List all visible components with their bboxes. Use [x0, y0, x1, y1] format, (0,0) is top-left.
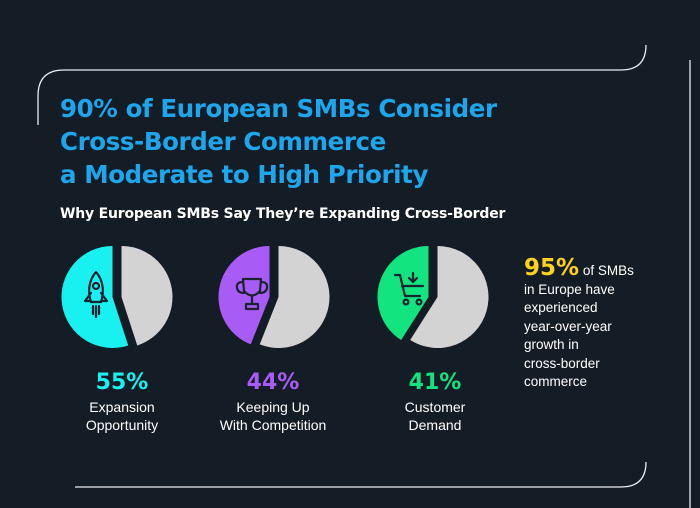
pie-remainder-slice — [121, 246, 173, 346]
percent-text: 41% — [408, 370, 462, 395]
title-line: 90% of European SMBs Consider — [60, 94, 497, 123]
trophy-icon — [235, 277, 269, 311]
caption-line: Demand — [408, 417, 462, 433]
chart-subtitle: Why European SMBs Say They’re Expanding … — [60, 206, 506, 222]
callout-line: commerce — [524, 374, 588, 389]
pie-remainder-slice — [259, 246, 330, 348]
percent-label: 44% — [193, 370, 353, 395]
pie-value-slice — [377, 246, 429, 341]
caption-line: Opportunity — [85, 417, 159, 433]
callout-line: year-over-year — [524, 318, 612, 334]
frame-top-border — [37, 44, 647, 125]
page-title: 90% of European SMBs Consider Cross-Bord… — [60, 92, 497, 191]
pie-value-slice — [218, 246, 270, 345]
callout-stat: 95% of SMBs in Europe have experienced y… — [524, 256, 684, 392]
pie-value-slice — [61, 246, 129, 349]
pie-remainder-slice — [410, 246, 489, 348]
percent-text: 55% — [95, 370, 149, 395]
percent-text: 44% — [246, 370, 300, 395]
callout-lead: of SMBs — [579, 263, 634, 278]
pie-keeping-up-with-competition — [218, 246, 330, 348]
shopping-cart-icon — [393, 271, 425, 306]
caption-keeping-up-with-competition: Keeping Up With Competition — [183, 398, 363, 434]
caption-customer-demand: Customer Demand — [345, 398, 525, 434]
frame-bottom-border — [75, 461, 647, 488]
callout-line: in Europe have — [524, 281, 615, 297]
callout-value: 95% — [524, 255, 580, 281]
caption-expansion-opportunity: Expansion Opportunity — [32, 398, 212, 434]
callout-line: cross-border — [524, 355, 600, 371]
rocket-icon — [83, 270, 109, 319]
pie-customer-demand — [377, 246, 489, 348]
caption-line: Keeping Up — [236, 399, 310, 415]
caption-line: Customer — [404, 399, 466, 415]
caption-line: With Competition — [219, 417, 327, 433]
pie-expansion-opportunity — [61, 246, 173, 349]
callout-line: growth in — [524, 337, 579, 352]
caption-line: Expansion — [89, 399, 155, 415]
callout-line: experienced — [524, 300, 598, 315]
title-line: Cross-Border Commerce — [60, 127, 386, 156]
percent-label: 55% — [42, 370, 202, 395]
title-line: a Moderate to High Priority — [60, 160, 429, 189]
percent-label: 41% — [355, 370, 515, 395]
